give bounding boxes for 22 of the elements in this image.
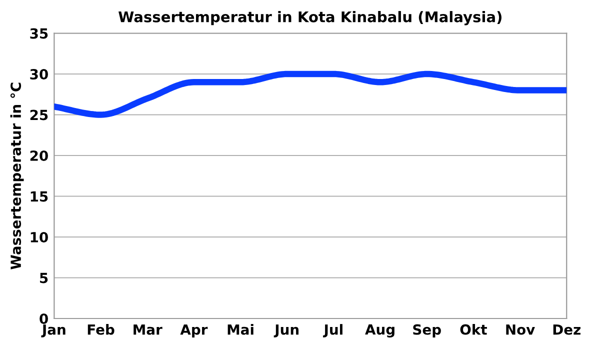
x-tick-label: Aug (365, 324, 394, 338)
y-tick-label: 0 (40, 313, 48, 324)
y-tick-label: 25 (30, 110, 48, 120)
x-tick-label: Jun (274, 324, 298, 338)
y-tick-label: 35 (30, 28, 48, 39)
y-tick-label: 10 (30, 232, 48, 242)
x-tick-label: Jul (323, 324, 342, 338)
chart-title: Wassertemperatur in Kota Kinabalu (Malaysia) (118, 11, 502, 26)
x-tick-label: Mar (134, 324, 162, 335)
x-tick-label: Okt (460, 324, 487, 335)
x-tick-label: Feb (88, 324, 114, 335)
x-tick-label: Mai (228, 324, 254, 335)
x-tick-label: Dez (553, 324, 580, 335)
y-tick-label: 15 (30, 191, 48, 202)
y-tick-label: 30 (30, 68, 48, 80)
x-tick-label: Nov (506, 324, 535, 335)
x-tick-label: Jan (41, 324, 66, 338)
y-tick-label: 5 (40, 272, 48, 284)
y-tick-label: 20 (30, 150, 48, 161)
x-tick-label: Sep (413, 324, 441, 338)
x-tick-label: Apr (180, 324, 208, 338)
y-axis-title: Wassertemperatur in °C (10, 82, 24, 270)
